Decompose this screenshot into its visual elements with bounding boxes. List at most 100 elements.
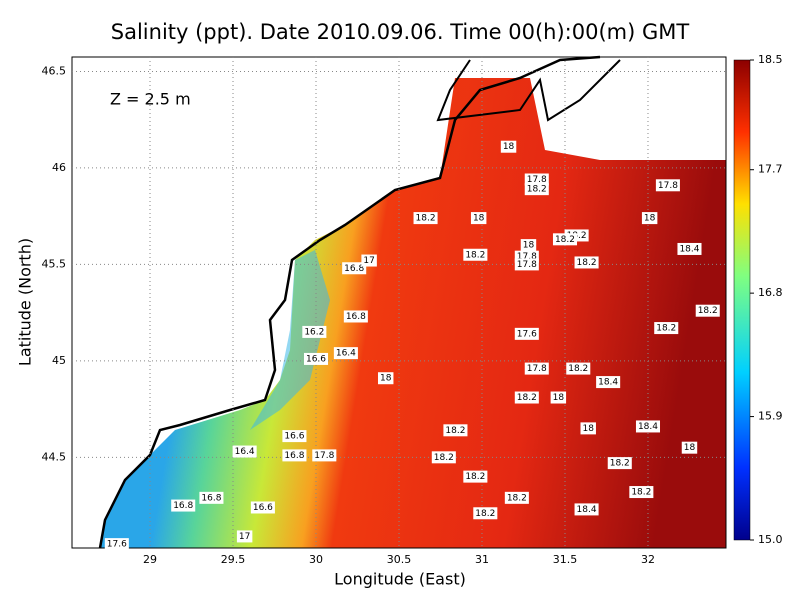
y-tick-label: 46.5: [42, 64, 67, 77]
contour-label-box: [514, 250, 539, 263]
contour-label: 17.6: [514, 327, 539, 340]
contour-label: 18: [500, 140, 517, 153]
contour-label: 18.2: [463, 470, 488, 483]
contour-label-box: [504, 491, 529, 504]
contour-label-text: 16.8: [346, 312, 366, 322]
contour-label: 18.2: [504, 491, 529, 504]
contour-label-box: [654, 322, 679, 335]
contour-label: 17.8: [524, 173, 549, 186]
contour-label-box: [524, 362, 549, 375]
shoreline-detail: [436, 59, 621, 122]
contour-label-text: 18: [684, 443, 696, 453]
contour-label-box: [413, 212, 438, 225]
contour-label: 18.2: [654, 322, 679, 335]
contour-label-text: 18.4: [679, 244, 699, 254]
contour-label-text: 16.6: [306, 354, 326, 364]
contour-label-box: [282, 430, 307, 443]
contour-label: 18.2: [473, 507, 498, 520]
contour-label-box: [343, 310, 368, 323]
contour-label-text: 18.2: [517, 393, 537, 403]
contour-label-text: 18.2: [465, 472, 485, 482]
contour-label: 18.2: [574, 256, 599, 269]
contour-label-text: 18.2: [434, 453, 454, 463]
contour-label-box: [473, 507, 498, 520]
contour-label-text: 16.6: [253, 503, 273, 513]
y-tick-label: 45: [52, 354, 66, 367]
contour-label: 16.8: [342, 262, 367, 275]
contour-label-text: 17.6: [517, 329, 537, 339]
contour-label-text: 16.8: [284, 451, 304, 461]
contour-label: 18.2: [443, 424, 468, 437]
contour-label-box: [677, 242, 702, 255]
x-axis-label: Longitude (East): [334, 570, 466, 589]
contour-label-text: 16.8: [201, 493, 221, 503]
coastline: [98, 55, 601, 549]
contour-label: 18: [580, 422, 596, 435]
contour-label: 17: [361, 254, 377, 267]
contour-label-text: 17.8: [658, 181, 678, 191]
contour-label: 18: [550, 391, 567, 404]
contour-label-text: 17: [363, 256, 374, 266]
contour-label-text: 18.2: [475, 509, 495, 519]
contour-label-box: [641, 212, 658, 225]
contour-label: 16.6: [303, 352, 329, 365]
contour-label-box: [312, 449, 337, 462]
contour-label-box: [552, 233, 578, 246]
contour-label-box: [514, 327, 539, 340]
contour-label-box: [574, 256, 599, 269]
y-axis-label: Latitude (North): [16, 238, 35, 366]
contour-label-text: 18: [644, 214, 656, 224]
contour-label-text: 18.2: [465, 250, 485, 260]
contour-label-box: [377, 372, 394, 385]
contour-label: 18.2: [629, 486, 654, 499]
depth-annotation: Z = 2.5 m: [110, 90, 191, 109]
contour-label-text: 18: [583, 424, 595, 434]
contour-label: 16.6: [282, 430, 307, 443]
contour-label-box: [361, 254, 377, 267]
contour-label: 16.8: [171, 499, 196, 512]
contour-label-text: 18.2: [656, 324, 676, 334]
contour-label-text: 18: [380, 374, 392, 384]
contour-label-text: 18: [523, 241, 535, 251]
contour-label-box: [607, 457, 632, 470]
contour-label-text: 16.6: [284, 432, 304, 442]
overlay: 29 29.5 30 30.5 31 31.5 32 44.5 45 45.5 46 46.5 15.0…: [42, 53, 783, 566]
contour-label-box: [199, 491, 224, 504]
contour-label-box: [463, 248, 488, 261]
contour-label: 17.8: [524, 362, 549, 375]
contour-label-box: [520, 239, 537, 252]
sea-field: [100, 78, 726, 548]
contour-label-box: [171, 499, 196, 512]
x-tick-label: 31: [475, 553, 489, 566]
contour-label-box: [232, 445, 257, 458]
contour-label: 18: [681, 441, 698, 454]
contour-label-text: 18.2: [577, 258, 597, 268]
contour-label: 16.8: [282, 449, 307, 462]
contour-label-text: 18.2: [631, 488, 651, 498]
contour-label: 17.8: [655, 179, 680, 192]
contour-label: 16.2: [302, 325, 327, 338]
contour-label-box: [580, 422, 596, 435]
colorbar-tick-label: 15.0: [758, 533, 783, 546]
plot-area: [71, 55, 727, 549]
contour-label-text: 18.4: [638, 422, 658, 432]
contour-label: 18: [520, 239, 537, 252]
contour-label-text: 17.8: [517, 260, 537, 270]
contour-label: 18.4: [635, 420, 661, 433]
contour-label-text: 18.4: [577, 505, 597, 515]
contour-label: 18.2: [463, 248, 488, 261]
contour-label-box: [514, 258, 539, 271]
contour-label-text: 16.8: [173, 501, 193, 511]
contour-label: 17.8: [514, 258, 539, 271]
contour-label: 18.2: [552, 233, 578, 246]
contour-label: 18.4: [677, 242, 702, 255]
contour-label-box: [596, 376, 621, 389]
contour-label: 17.6: [104, 538, 129, 551]
x-tick-label: 31.5: [553, 553, 578, 566]
colorbar-tick-label: 17.7: [758, 163, 783, 176]
contour-label-text: 17: [239, 532, 250, 542]
x-tick-label: 29: [143, 553, 157, 566]
contour-label: 18: [377, 372, 394, 385]
contour-label-text: 16.4: [336, 349, 356, 359]
